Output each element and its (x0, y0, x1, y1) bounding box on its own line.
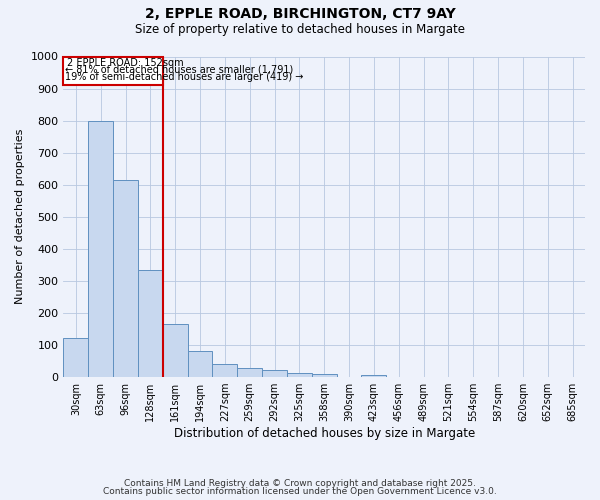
Bar (312, 374, 337, 377)
Bar (237, 368, 262, 377)
X-axis label: Distribution of detached houses by size in Margate: Distribution of detached houses by size … (173, 427, 475, 440)
Bar (88, 120, 113, 377)
Bar (361, 374, 386, 377)
Bar (287, 372, 312, 377)
Bar (64, 338, 88, 377)
Y-axis label: Number of detached properties: Number of detached properties (15, 129, 25, 304)
Bar (163, 324, 188, 377)
Text: Size of property relative to detached houses in Margate: Size of property relative to detached ho… (135, 22, 465, 36)
Text: Contains HM Land Registry data © Crown copyright and database right 2025.: Contains HM Land Registry data © Crown c… (124, 478, 476, 488)
Text: 2, EPPLE ROAD, BIRCHINGTON, CT7 9AY: 2, EPPLE ROAD, BIRCHINGTON, CT7 9AY (145, 8, 455, 22)
Text: 2 EPPLE ROAD: 152sqm: 2 EPPLE ROAD: 152sqm (67, 58, 184, 68)
Bar (262, 370, 287, 377)
Bar (212, 364, 237, 377)
Bar (188, 351, 212, 377)
Bar (138, 270, 163, 377)
Bar (113, 180, 138, 377)
Text: ← 81% of detached houses are smaller (1,791): ← 81% of detached houses are smaller (1,… (65, 64, 293, 74)
Text: Contains public sector information licensed under the Open Government Licence v3: Contains public sector information licen… (103, 487, 497, 496)
Text: 19% of semi-detached houses are larger (419) →: 19% of semi-detached houses are larger (… (65, 72, 303, 82)
FancyBboxPatch shape (64, 56, 163, 86)
